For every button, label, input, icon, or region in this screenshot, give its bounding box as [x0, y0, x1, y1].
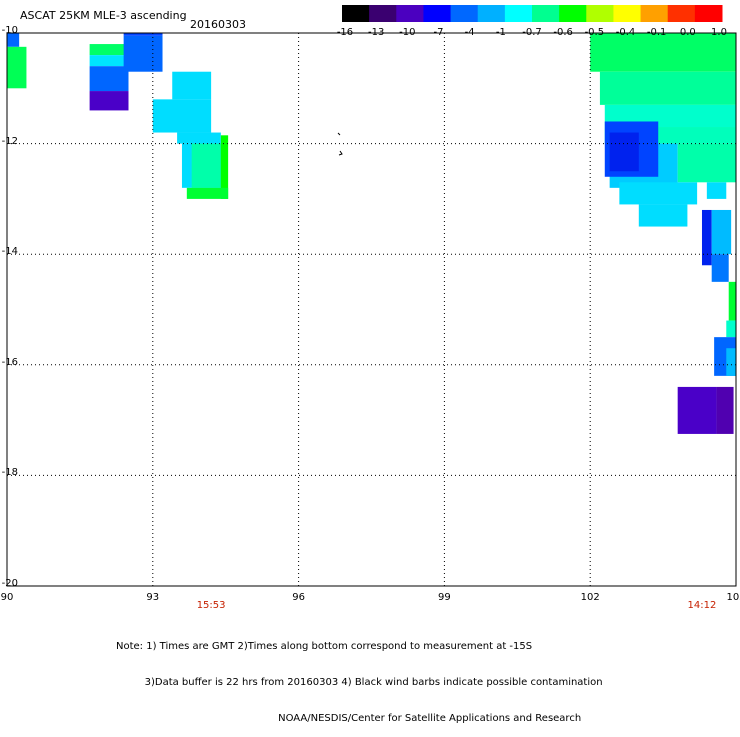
lon-label: 105 — [726, 592, 740, 603]
note-line-1: Note: 1) Times are GMT 2)Times along bot… — [116, 641, 533, 652]
data-cell — [726, 320, 736, 338]
colorbar-swatch — [613, 5, 642, 22]
colorbar — [342, 5, 723, 22]
colorbar-swatch — [640, 5, 669, 22]
colorbar-swatch — [559, 5, 587, 22]
lon-label: 93 — [146, 592, 160, 603]
lon-label: 102 — [580, 592, 600, 603]
colorbar-swatch — [586, 5, 614, 22]
data-cell — [609, 132, 639, 172]
colorbar-label: -16 — [336, 27, 354, 38]
colorbar-label: -0.7 — [522, 27, 542, 38]
lat-label: -14 — [1, 246, 18, 258]
colorbar-label: -0.6 — [553, 27, 573, 38]
colorbar-swatch — [369, 5, 397, 22]
lon-label: 99 — [438, 592, 451, 603]
data-cells — [7, 33, 736, 434]
colorbar-label: 1.0 — [711, 27, 727, 38]
lat-label: -16 — [1, 356, 18, 368]
island-marks — [337, 132, 343, 156]
lat-label: -18 — [1, 467, 18, 479]
colorbar-label: -0.4 — [615, 27, 636, 38]
data-cell — [89, 66, 129, 92]
lat-label: -10 — [1, 25, 18, 36]
colorbar-label: 0.0 — [679, 27, 696, 38]
data-cell — [123, 33, 163, 36]
colorbar-label: -4 — [464, 27, 475, 38]
lat-label: -12 — [1, 135, 18, 147]
data-cell — [711, 209, 732, 255]
colorbar-swatch — [450, 5, 479, 22]
data-cell — [177, 132, 221, 144]
data-cell — [590, 33, 736, 72]
colorbar-label: -1 — [495, 27, 506, 38]
data-cell — [186, 187, 229, 199]
colorbar-label: -10 — [399, 27, 416, 38]
colorbar-swatch — [667, 5, 696, 22]
note-line-2: 3)Data buffer is 22 hrs from 20160303 4)… — [116, 677, 603, 688]
colorbar-swatch — [423, 5, 452, 22]
lon-label: 90 — [0, 592, 14, 603]
data-cell — [677, 386, 717, 434]
data-cell — [599, 71, 736, 105]
map-canvas — [6, 5, 737, 587]
colorbar-swatch — [396, 5, 424, 22]
data-cell — [191, 143, 226, 188]
data-cell — [716, 386, 734, 434]
grid-lines — [7, 32, 736, 586]
lat-label: -20 — [1, 578, 18, 589]
time-label: 15:53 — [196, 600, 226, 611]
time-label: 14:12 — [687, 600, 717, 611]
data-cell — [677, 143, 736, 183]
data-cell — [7, 33, 20, 47]
colorbar-swatch — [532, 5, 560, 22]
lon-label: 96 — [292, 592, 305, 603]
data-cell — [728, 281, 736, 321]
data-cell — [726, 348, 736, 376]
data-cell — [706, 182, 727, 199]
data-cell — [123, 35, 163, 72]
colorbar-label: -0.5 — [584, 27, 605, 38]
footnotes: Note: 1) Times are GMT 2)Times along bot… — [116, 617, 603, 737]
colorbar-label: -7 — [433, 27, 444, 38]
colorbar-swatch — [504, 5, 533, 22]
colorbar-label: -0.1 — [646, 27, 667, 38]
data-cell — [89, 55, 129, 67]
colorbar-swatch — [342, 5, 370, 22]
data-cell — [711, 254, 729, 282]
colorbar-swatch — [477, 5, 506, 22]
note-line-3: NOAA/NESDIS/Center for Satellite Applica… — [116, 713, 582, 724]
colorbar-label: -13 — [367, 27, 385, 38]
data-cell — [7, 46, 27, 89]
data-cell — [152, 99, 212, 133]
data-cell — [89, 44, 129, 56]
data-cell — [638, 204, 688, 227]
data-cell — [220, 135, 229, 199]
map-title: ASCAT 25KM MLE-3 ascending — [20, 9, 187, 22]
data-cell — [619, 182, 698, 205]
map-frame — [6, 32, 737, 587]
data-cell — [172, 71, 212, 100]
data-cell — [701, 209, 712, 266]
colorbar-swatch — [694, 5, 723, 22]
data-cell — [89, 91, 129, 111]
map-date: 20160303 — [190, 18, 246, 31]
